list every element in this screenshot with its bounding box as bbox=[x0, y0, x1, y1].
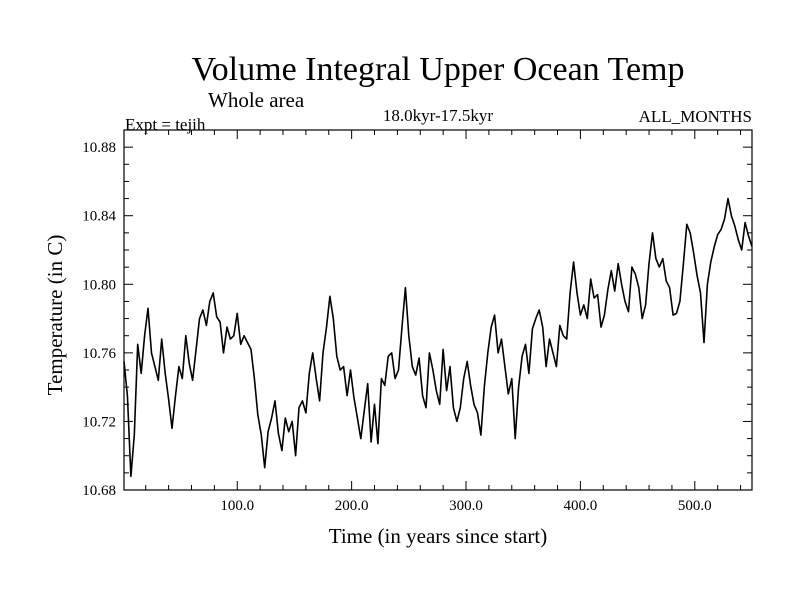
period-label: 18.0kyr-17.5kyr bbox=[383, 106, 493, 125]
chart-subtitle: Whole area bbox=[208, 88, 305, 112]
y-tick-label: 10.72 bbox=[82, 414, 116, 430]
x-tick-label: 200.0 bbox=[335, 498, 369, 514]
x-axis-label: Time (in years since start) bbox=[329, 524, 548, 548]
y-tick-label: 10.76 bbox=[82, 346, 116, 362]
x-tick-label: 300.0 bbox=[449, 498, 483, 514]
y-tick-label: 10.88 bbox=[82, 140, 116, 156]
y-axis-label: Temperature (in C) bbox=[43, 235, 67, 396]
series-layer bbox=[123, 197, 753, 478]
months-label: ALL_MONTHS bbox=[639, 107, 752, 126]
y-tick-label: 10.68 bbox=[82, 483, 116, 499]
series-line bbox=[123, 197, 753, 478]
axes: 100.0 200.0 300.0 400.0 500.0 10.68 10.72 10.76… bbox=[82, 129, 753, 514]
y-tick-label: 10.84 bbox=[82, 209, 116, 225]
x-tick-label: 100.0 bbox=[220, 498, 254, 514]
x-tick-label: 400.0 bbox=[564, 498, 598, 514]
x-tick-label: 500.0 bbox=[678, 498, 712, 514]
y-tick-label: 10.80 bbox=[82, 277, 116, 293]
experiment-label: Expt = tejih bbox=[125, 115, 206, 134]
plot-frame bbox=[123, 129, 753, 491]
chart-title: Volume Integral Upper Ocean Temp bbox=[192, 51, 685, 88]
